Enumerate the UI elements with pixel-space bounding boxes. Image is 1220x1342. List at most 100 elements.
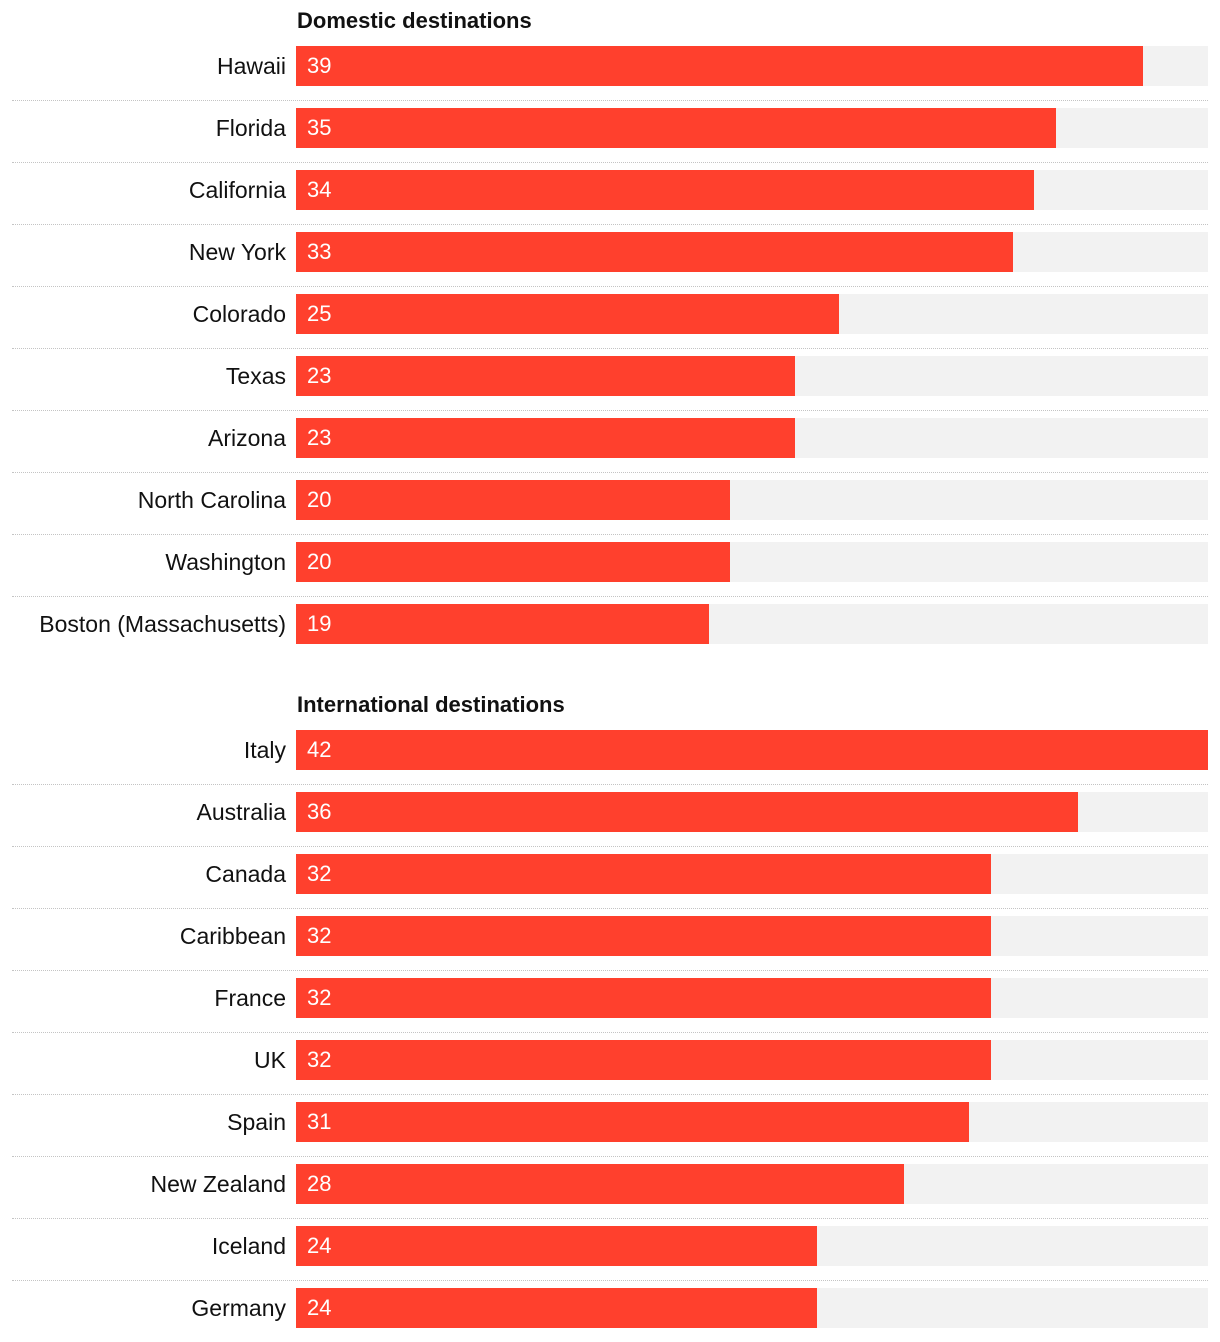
bar-row: Washington 20	[0, 534, 1220, 596]
bar-row: Boston (Massachusetts) 19	[0, 596, 1220, 658]
bar-row: New Zealand 28	[0, 1156, 1220, 1218]
bar: 32	[296, 1040, 991, 1080]
category-label: Australia	[196, 799, 286, 825]
bar: 32	[296, 978, 991, 1018]
row-divider	[12, 410, 1208, 411]
bar-row: France 32	[0, 970, 1220, 1032]
bar: 35	[296, 108, 1056, 148]
bar: 34	[296, 170, 1034, 210]
category-label: Germany	[191, 1295, 286, 1321]
bar: 20	[296, 542, 730, 582]
row-divider	[12, 224, 1208, 225]
bar-track: 24	[296, 1288, 1208, 1328]
bar-row: Spain 31	[0, 1094, 1220, 1156]
value-label: 28	[307, 1171, 332, 1196]
value-label: 32	[307, 923, 332, 948]
value-label: 36	[307, 799, 332, 824]
row-divider	[12, 846, 1208, 847]
chart-title: Domestic destinations	[297, 8, 532, 33]
row-divider	[12, 348, 1208, 349]
bar-track: 19	[296, 604, 1208, 644]
category-label: Texas	[225, 363, 286, 389]
value-label: 19	[307, 611, 332, 636]
row-divider	[12, 784, 1208, 785]
value-label: 23	[307, 425, 332, 450]
bar: 36	[296, 792, 1078, 832]
bar: 24	[296, 1288, 817, 1328]
bar-track: 24	[296, 1226, 1208, 1266]
value-label: 42	[307, 737, 332, 762]
row-divider	[12, 1280, 1208, 1281]
bar-row: Texas 23	[0, 348, 1220, 410]
bar: 31	[296, 1102, 969, 1142]
bar-track: 32	[296, 978, 1208, 1018]
bar: 39	[296, 46, 1143, 86]
category-label: Colorado	[192, 301, 286, 327]
bar: 32	[296, 854, 991, 894]
bar-track: 23	[296, 418, 1208, 458]
bar-track: 39	[296, 46, 1208, 86]
category-label: New York	[188, 239, 286, 265]
category-label: Boston (Massachusetts)	[39, 611, 286, 637]
bar-track: 36	[296, 792, 1208, 832]
bar: 19	[296, 604, 709, 644]
bar-track: 33	[296, 232, 1208, 272]
bar-track: 35	[296, 108, 1208, 148]
value-label: 24	[307, 1233, 332, 1258]
value-label: 24	[307, 1295, 332, 1320]
bar-row: Canada 32	[0, 846, 1220, 908]
category-label: UK	[254, 1047, 286, 1073]
bar-row: Colorado 25	[0, 286, 1220, 348]
row-divider	[12, 1032, 1208, 1033]
row-divider	[12, 970, 1208, 971]
value-label: 23	[307, 363, 332, 388]
bar-row: Iceland 24	[0, 1218, 1220, 1280]
category-label: North Carolina	[137, 487, 286, 513]
chart-title: International destinations	[297, 692, 565, 717]
bar-track: 31	[296, 1102, 1208, 1142]
category-label: Hawaii	[216, 53, 286, 79]
category-label: Florida	[215, 115, 286, 141]
category-label: Italy	[243, 737, 286, 763]
bar: 42	[296, 730, 1208, 770]
category-label: Spain	[227, 1109, 286, 1135]
bar: 25	[296, 294, 839, 334]
row-divider	[12, 162, 1208, 163]
bar-row: UK 32	[0, 1032, 1220, 1094]
row-divider	[12, 908, 1208, 909]
bar-row: Florida 35	[0, 100, 1220, 162]
value-label: 32	[307, 985, 332, 1010]
bar: 28	[296, 1164, 904, 1204]
bar-row: Arizona 23	[0, 410, 1220, 472]
value-label: 31	[307, 1109, 332, 1134]
value-label: 32	[307, 861, 332, 886]
value-label: 34	[307, 177, 332, 202]
category-label: Canada	[205, 861, 286, 887]
row-divider	[12, 100, 1208, 101]
bar: 23	[296, 418, 795, 458]
bar: 32	[296, 916, 991, 956]
bar-track: 32	[296, 916, 1208, 956]
bar-row: North Carolina 20	[0, 472, 1220, 534]
row-divider	[12, 596, 1208, 597]
category-label: Washington	[165, 549, 286, 575]
bar-track: 34	[296, 170, 1208, 210]
row-divider	[12, 286, 1208, 287]
value-label: 33	[307, 239, 332, 264]
bar-row: New York 33	[0, 224, 1220, 286]
bar-row: California 34	[0, 162, 1220, 224]
row-divider	[12, 534, 1208, 535]
category-label: Caribbean	[179, 923, 286, 949]
bar: 20	[296, 480, 730, 520]
row-divider	[12, 1156, 1208, 1157]
bar: 33	[296, 232, 1013, 272]
bar-row: Italy 42	[0, 722, 1220, 784]
value-label: 39	[307, 53, 332, 78]
bar-track: 32	[296, 854, 1208, 894]
row-divider	[12, 472, 1208, 473]
bar-row: Germany 24	[0, 1280, 1220, 1342]
bar-row: Caribbean 32	[0, 908, 1220, 970]
bar: 24	[296, 1226, 817, 1266]
category-label: France	[214, 985, 286, 1011]
category-label: Iceland	[211, 1233, 286, 1259]
